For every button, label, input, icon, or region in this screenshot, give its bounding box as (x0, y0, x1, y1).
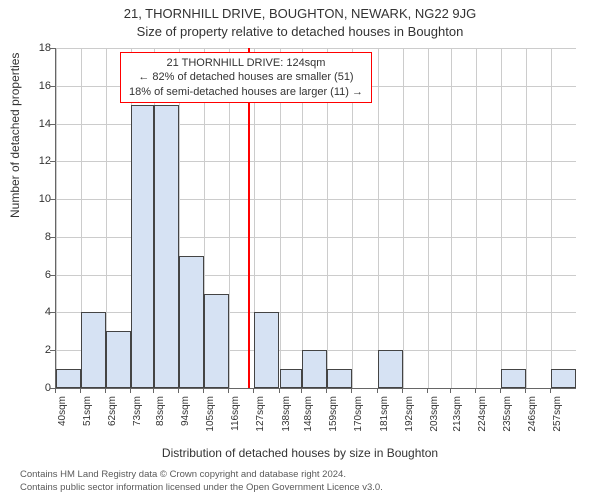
footer-line2: Contains public sector information licen… (20, 482, 383, 494)
x-tick-label: 246sqm (527, 396, 538, 436)
x-tick-mark (130, 388, 131, 393)
x-tick-mark (525, 388, 526, 393)
x-tick-mark (377, 388, 378, 393)
histogram-bar (154, 105, 179, 388)
footer: Contains HM Land Registry data © Crown c… (20, 469, 383, 494)
x-tick-label: 62sqm (107, 396, 118, 436)
x-tick-mark (203, 388, 204, 393)
histogram-bar (280, 369, 303, 388)
histogram-bar (131, 105, 154, 388)
title-sub: Size of property relative to detached ho… (0, 24, 600, 39)
x-tick-label: 127sqm (255, 396, 266, 436)
x-tick-label: 138sqm (281, 396, 292, 436)
x-tick-mark (178, 388, 179, 393)
x-tick-label: 148sqm (303, 396, 314, 436)
x-tick-label: 159sqm (328, 396, 339, 436)
histogram-bar (551, 369, 576, 388)
grid-line-v (476, 48, 477, 388)
x-tick-mark (279, 388, 280, 393)
x-tick-mark (550, 388, 551, 393)
y-tick-mark (50, 350, 55, 351)
x-tick-mark (301, 388, 302, 393)
x-tick-label: 116sqm (230, 396, 241, 436)
x-tick-label: 213sqm (452, 396, 463, 436)
grid-line-v (501, 48, 502, 388)
y-tick-mark (50, 199, 55, 200)
y-tick-label: 4 (21, 306, 51, 318)
histogram-bar (106, 331, 131, 388)
x-tick-mark (326, 388, 327, 393)
y-tick-mark (50, 161, 55, 162)
y-tick-mark (50, 124, 55, 125)
x-tick-mark (105, 388, 106, 393)
annotation-line2: ← 82% of detached houses are smaller (51… (129, 70, 363, 84)
y-tick-mark (50, 275, 55, 276)
histogram-bar (254, 312, 279, 388)
histogram-bar (501, 369, 526, 388)
y-tick-label: 14 (21, 118, 51, 130)
x-tick-mark (80, 388, 81, 393)
x-tick-label: 224sqm (477, 396, 488, 436)
histogram-bar (81, 312, 106, 388)
x-tick-label: 94sqm (180, 396, 191, 436)
y-axis-label: Number of detached properties (8, 53, 22, 218)
y-tick-mark (50, 237, 55, 238)
title-main: 21, THORNHILL DRIVE, BOUGHTON, NEWARK, N… (0, 6, 600, 21)
chart-container: 21, THORNHILL DRIVE, BOUGHTON, NEWARK, N… (0, 0, 600, 500)
y-tick-label: 2 (21, 344, 51, 356)
y-tick-mark (50, 312, 55, 313)
y-tick-mark (50, 48, 55, 49)
x-tick-label: 73sqm (132, 396, 143, 436)
x-tick-mark (475, 388, 476, 393)
x-tick-mark (500, 388, 501, 393)
grid-line-h (56, 48, 576, 49)
grid-line-v (526, 48, 527, 388)
y-tick-label: 6 (21, 269, 51, 281)
x-tick-mark (450, 388, 451, 393)
y-tick-label: 16 (21, 80, 51, 92)
x-tick-mark (55, 388, 56, 393)
grid-line-v (451, 48, 452, 388)
histogram-bar (302, 350, 327, 388)
x-tick-mark (153, 388, 154, 393)
footer-line1: Contains HM Land Registry data © Crown c… (20, 469, 383, 481)
annotation-line3: 18% of semi-detached houses are larger (… (129, 85, 363, 99)
histogram-bar (179, 256, 204, 388)
x-tick-mark (402, 388, 403, 393)
x-axis-label: Distribution of detached houses by size … (0, 446, 600, 460)
x-tick-label: 257sqm (552, 396, 563, 436)
histogram-bar (204, 294, 229, 388)
histogram-bar (327, 369, 352, 388)
x-tick-mark (427, 388, 428, 393)
annotation-box: 21 THORNHILL DRIVE: 124sqm ← 82% of deta… (120, 52, 372, 103)
x-tick-mark (228, 388, 229, 393)
x-tick-label: 83sqm (155, 396, 166, 436)
y-tick-label: 18 (21, 42, 51, 54)
grid-line-v (551, 48, 552, 388)
x-tick-label: 40sqm (57, 396, 68, 436)
annotation-line1: 21 THORNHILL DRIVE: 124sqm (129, 56, 363, 70)
grid-line-v (378, 48, 379, 388)
x-tick-mark (351, 388, 352, 393)
y-tick-mark (50, 86, 55, 87)
histogram-bar (56, 369, 81, 388)
x-tick-label: 181sqm (379, 396, 390, 436)
x-tick-label: 203sqm (429, 396, 440, 436)
y-tick-label: 8 (21, 231, 51, 243)
grid-line-v (56, 48, 57, 388)
grid-line-v (428, 48, 429, 388)
y-tick-label: 12 (21, 155, 51, 167)
x-tick-label: 105sqm (205, 396, 216, 436)
x-tick-label: 192sqm (404, 396, 415, 436)
x-tick-label: 170sqm (353, 396, 364, 436)
x-tick-label: 51sqm (82, 396, 93, 436)
y-tick-label: 0 (21, 382, 51, 394)
x-tick-mark (253, 388, 254, 393)
y-tick-label: 10 (21, 193, 51, 205)
x-tick-label: 235sqm (502, 396, 513, 436)
grid-line-v (403, 48, 404, 388)
histogram-bar (378, 350, 403, 388)
